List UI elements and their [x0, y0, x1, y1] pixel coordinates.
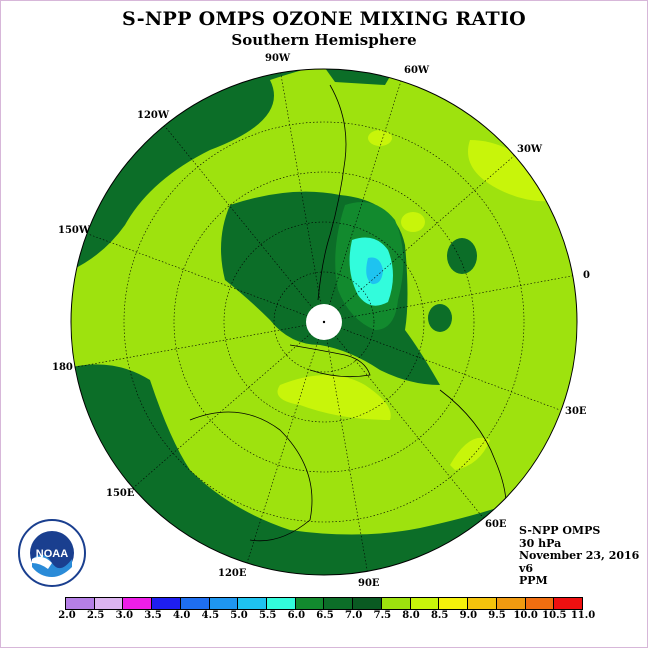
contour-dark-patch-se [428, 304, 452, 332]
colorbar-tick-label: 8.5 [430, 610, 449, 621]
coastline-antarctica [289, 344, 371, 378]
colorbar-swatch [209, 598, 239, 609]
lon-label-60w: 60W [404, 65, 430, 76]
colorbar-swatch [94, 598, 124, 609]
contour-light-s [277, 375, 391, 420]
colorbar-tick-label: 9.0 [459, 610, 478, 621]
info-units: PPM [519, 574, 548, 587]
colorbar-swatch [353, 598, 382, 609]
colorbar-tick-label: 3.0 [115, 610, 134, 621]
colorbar [65, 597, 583, 610]
colorbar-tick-label: 7.5 [373, 610, 392, 621]
lon-label-120w: 120W [137, 110, 170, 121]
info-block: S-NPP OMPS 30 hPa November 23, 2016 v6 P… [519, 524, 640, 588]
colorbar-tick-label: 4.5 [201, 610, 220, 621]
colorbar-tick-label: 11.0 [570, 610, 596, 621]
info-version: v6 [519, 561, 534, 575]
lon-label-90e: 90E [358, 578, 380, 589]
noaa-logo-text: NOAA [36, 548, 68, 560]
colorbar-swatch [180, 598, 210, 609]
contour-dark-patch-e [447, 238, 477, 274]
colorbar-swatch [66, 598, 95, 609]
info-date: November 23, 2016 [519, 549, 640, 562]
colorbar-swatch [496, 598, 526, 609]
colorbar-tick-label: 5.5 [258, 610, 277, 621]
contour-light-e [401, 212, 425, 232]
colorbar-tick-label: 5.0 [230, 610, 248, 621]
longitude-labels: 90W 60W 30W 0 30E 60E 90E 120E 150E 180 … [52, 53, 590, 589]
colorbar-swatch [295, 598, 325, 609]
colorbar-tick-label: 8.0 [402, 610, 420, 621]
colorbar-swatch [439, 598, 469, 609]
noaa-logo: NOAA [18, 519, 86, 587]
map-title: S-NPP OMPS OZONE MIXING RATIO [121, 8, 527, 30]
south-pole-marker [322, 320, 326, 324]
coastline-south-america [317, 84, 347, 301]
contour-blue [366, 257, 383, 285]
info-instrument: S-NPP OMPS [519, 524, 601, 537]
graticule [71, 69, 577, 575]
lon-label-30e: 30E [565, 406, 587, 417]
colorbar-tick-label: 6.5 [316, 610, 334, 621]
colorbar-swatch [267, 598, 296, 609]
lon-label-0: 0 [583, 270, 590, 281]
lon-label-90w: 90W [265, 53, 291, 64]
colorbar-swatch [324, 598, 354, 609]
colorbar-tick-label: 7.0 [344, 610, 363, 621]
colorbar-tick-label: 3.5 [144, 610, 162, 621]
lon-label-120e: 120E [218, 568, 247, 579]
colorbar-swatch [123, 598, 153, 609]
contour-dark-s [71, 364, 577, 575]
colorbar-tick-label: 2.0 [58, 610, 76, 621]
colorbar-swatch [152, 598, 181, 609]
map-boundary [70, 68, 578, 576]
colorbar-tick-label: 10.5 [542, 610, 567, 621]
colorbar-swatch [525, 598, 555, 609]
lon-label-30w: 30W [517, 144, 543, 155]
colorbar-swatch [381, 598, 411, 609]
contour-light-se [450, 437, 490, 470]
colorbar-swatch [410, 598, 440, 609]
lon-label-60e: 60E [485, 519, 507, 530]
info-level: 30 hPa [519, 536, 562, 550]
colorbar-swatch [238, 598, 268, 609]
colorbar-tick-label: 9.5 [488, 610, 506, 621]
colorbar-tick-label: 4.0 [172, 610, 191, 621]
lon-label-180: 180 [52, 362, 73, 373]
coastline-australia [189, 411, 313, 542]
colorbar-tick-label: 2.5 [86, 610, 105, 621]
colorbar-swatch [468, 598, 497, 609]
colorbar-tick-label: 6.0 [287, 610, 306, 621]
colorbar-ticks: 2.0 2.5 3.0 3.5 4.0 4.5 5.0 5.5 6.0 6.5 7.0 7.5 8.0 8… [0, 610, 648, 624]
colorbar-swatch [554, 598, 582, 609]
lon-label-150e: 150E [106, 488, 135, 499]
contour-light-n [368, 130, 392, 146]
lon-label-150w: 150W [58, 225, 91, 236]
colorbar-tick-label: 10.0 [513, 610, 538, 621]
map-subtitle: Southern Hemisphere [231, 31, 417, 49]
